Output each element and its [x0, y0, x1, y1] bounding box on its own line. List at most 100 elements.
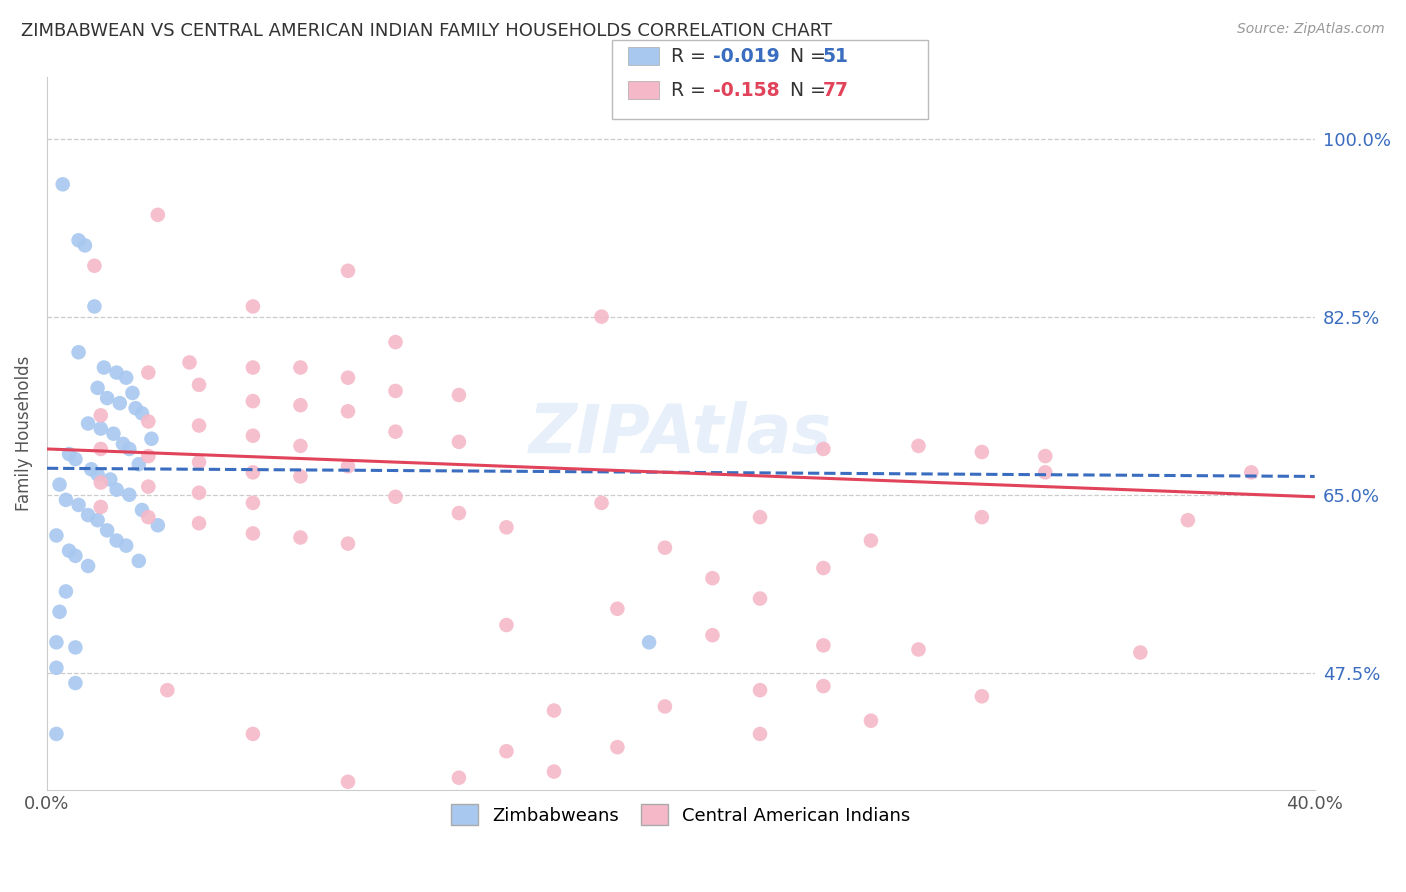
- Point: [813, 639, 835, 653]
- Point: [96, 391, 118, 405]
- Point: [65, 452, 87, 467]
- Point: [813, 442, 835, 456]
- Point: [447, 771, 470, 785]
- Point: [859, 533, 882, 548]
- Point: [77, 417, 100, 431]
- Point: [118, 488, 141, 502]
- Point: [90, 421, 112, 435]
- Point: [156, 683, 179, 698]
- Point: [591, 496, 613, 510]
- Point: [188, 516, 211, 531]
- Point: [45, 727, 67, 741]
- Point: [86, 467, 108, 482]
- Point: [749, 510, 772, 524]
- Point: [337, 370, 360, 384]
- Point: [813, 561, 835, 575]
- Point: [749, 683, 772, 698]
- Point: [115, 370, 138, 384]
- Point: [242, 394, 264, 409]
- Text: R =: R =: [671, 80, 711, 100]
- Point: [702, 571, 724, 585]
- Point: [970, 445, 993, 459]
- Point: [83, 259, 105, 273]
- Point: [105, 483, 128, 497]
- Text: 51: 51: [823, 46, 848, 66]
- Point: [290, 360, 312, 375]
- Point: [48, 477, 70, 491]
- Point: [591, 310, 613, 324]
- Point: [495, 520, 517, 534]
- Point: [242, 526, 264, 541]
- Point: [654, 699, 676, 714]
- Point: [93, 360, 115, 375]
- Point: [242, 496, 264, 510]
- Point: [702, 628, 724, 642]
- Point: [384, 384, 406, 398]
- Text: -0.019: -0.019: [713, 46, 779, 66]
- Point: [179, 355, 201, 369]
- Point: [48, 605, 70, 619]
- Point: [131, 503, 153, 517]
- Point: [290, 439, 312, 453]
- Point: [90, 500, 112, 514]
- Point: [121, 386, 143, 401]
- Point: [128, 457, 150, 471]
- Point: [290, 469, 312, 483]
- Point: [859, 714, 882, 728]
- Y-axis label: Family Households: Family Households: [15, 356, 32, 511]
- Point: [384, 334, 406, 349]
- Point: [970, 690, 993, 704]
- Point: [67, 498, 90, 512]
- Point: [543, 764, 565, 779]
- Point: [86, 513, 108, 527]
- Point: [337, 404, 360, 418]
- Point: [90, 442, 112, 456]
- Point: [108, 396, 131, 410]
- Point: [83, 300, 105, 314]
- Text: N =: N =: [772, 80, 832, 100]
- Point: [337, 774, 360, 789]
- Point: [606, 740, 628, 755]
- Point: [1033, 449, 1056, 463]
- Point: [45, 661, 67, 675]
- Point: [495, 618, 517, 632]
- Point: [65, 549, 87, 563]
- Point: [242, 360, 264, 375]
- Point: [67, 345, 90, 359]
- Point: [907, 642, 929, 657]
- Text: ZIMBABWEAN VS CENTRAL AMERICAN INDIAN FAMILY HOUSEHOLDS CORRELATION CHART: ZIMBABWEAN VS CENTRAL AMERICAN INDIAN FA…: [21, 22, 832, 40]
- Point: [1033, 466, 1056, 480]
- Point: [188, 455, 211, 469]
- Point: [638, 635, 661, 649]
- Point: [447, 388, 470, 402]
- Point: [77, 559, 100, 574]
- Point: [105, 366, 128, 380]
- Point: [290, 531, 312, 545]
- Point: [96, 524, 118, 538]
- Point: [136, 480, 159, 494]
- Point: [45, 635, 67, 649]
- Point: [77, 508, 100, 522]
- Point: [65, 676, 87, 690]
- Point: [55, 492, 77, 507]
- Point: [337, 459, 360, 474]
- Point: [970, 510, 993, 524]
- Point: [384, 490, 406, 504]
- Text: -0.158: -0.158: [713, 80, 779, 100]
- Point: [146, 518, 169, 533]
- Point: [90, 409, 112, 423]
- Point: [131, 406, 153, 420]
- Point: [55, 584, 77, 599]
- Point: [146, 208, 169, 222]
- Point: [65, 640, 87, 655]
- Point: [124, 401, 146, 416]
- Point: [242, 727, 264, 741]
- Point: [111, 437, 134, 451]
- Point: [654, 541, 676, 555]
- Point: [749, 727, 772, 741]
- Point: [495, 744, 517, 758]
- Point: [136, 414, 159, 428]
- Point: [115, 539, 138, 553]
- Point: [58, 543, 80, 558]
- Point: [136, 366, 159, 380]
